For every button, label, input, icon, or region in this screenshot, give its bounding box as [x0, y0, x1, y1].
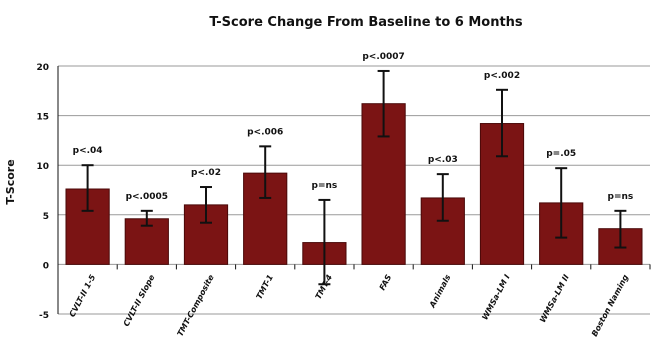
p-value-label: p<.03 [428, 155, 458, 165]
y-axis-label: T-Score [4, 159, 17, 204]
bars [65, 69, 643, 286]
x-tick-label: TMT-4 [314, 273, 335, 301]
p-value-label: p<.04 [73, 146, 103, 156]
chart-title: T-Score Change From Baseline to 6 Months [209, 15, 523, 30]
x-tick-label: FAS [378, 273, 394, 292]
p-value-label: p=ns [312, 181, 338, 191]
p-value-label: p=ns [608, 192, 634, 202]
x-tick-label: CVLT-II Slope [122, 273, 157, 328]
y-tick-label: 15 [36, 113, 49, 123]
y-tick-label: 20 [36, 63, 49, 73]
x-tick-label: WMSa-LM II [538, 273, 571, 324]
p-value-label: p<.0007 [362, 52, 404, 62]
p-value-label: p=.05 [546, 149, 576, 159]
x-tick-label: TMT-Composite [176, 273, 216, 338]
x-tick-label: TMT-1 [255, 273, 275, 301]
x-tick-label: Animals [427, 273, 452, 310]
x-tick-label: Boston Naming [590, 273, 630, 338]
p-value-label: p<.0005 [126, 192, 168, 202]
y-tick-label: 10 [36, 162, 49, 172]
x-tick-label: CVLT-II 1-5 [68, 273, 98, 319]
y-tick-label: 5 [43, 212, 49, 222]
p-value-label: p<.02 [191, 168, 221, 178]
y-tick-label: 0 [43, 261, 49, 271]
p-value-label: p<.006 [247, 127, 283, 137]
data-labels: p<.04 p<.0005 p<.02 p<.006 p=ns p<.0007 p<.03 p… [73, 52, 634, 202]
p-value-label: p<.002 [484, 71, 520, 81]
y-tick-label: -5 [39, 311, 49, 321]
